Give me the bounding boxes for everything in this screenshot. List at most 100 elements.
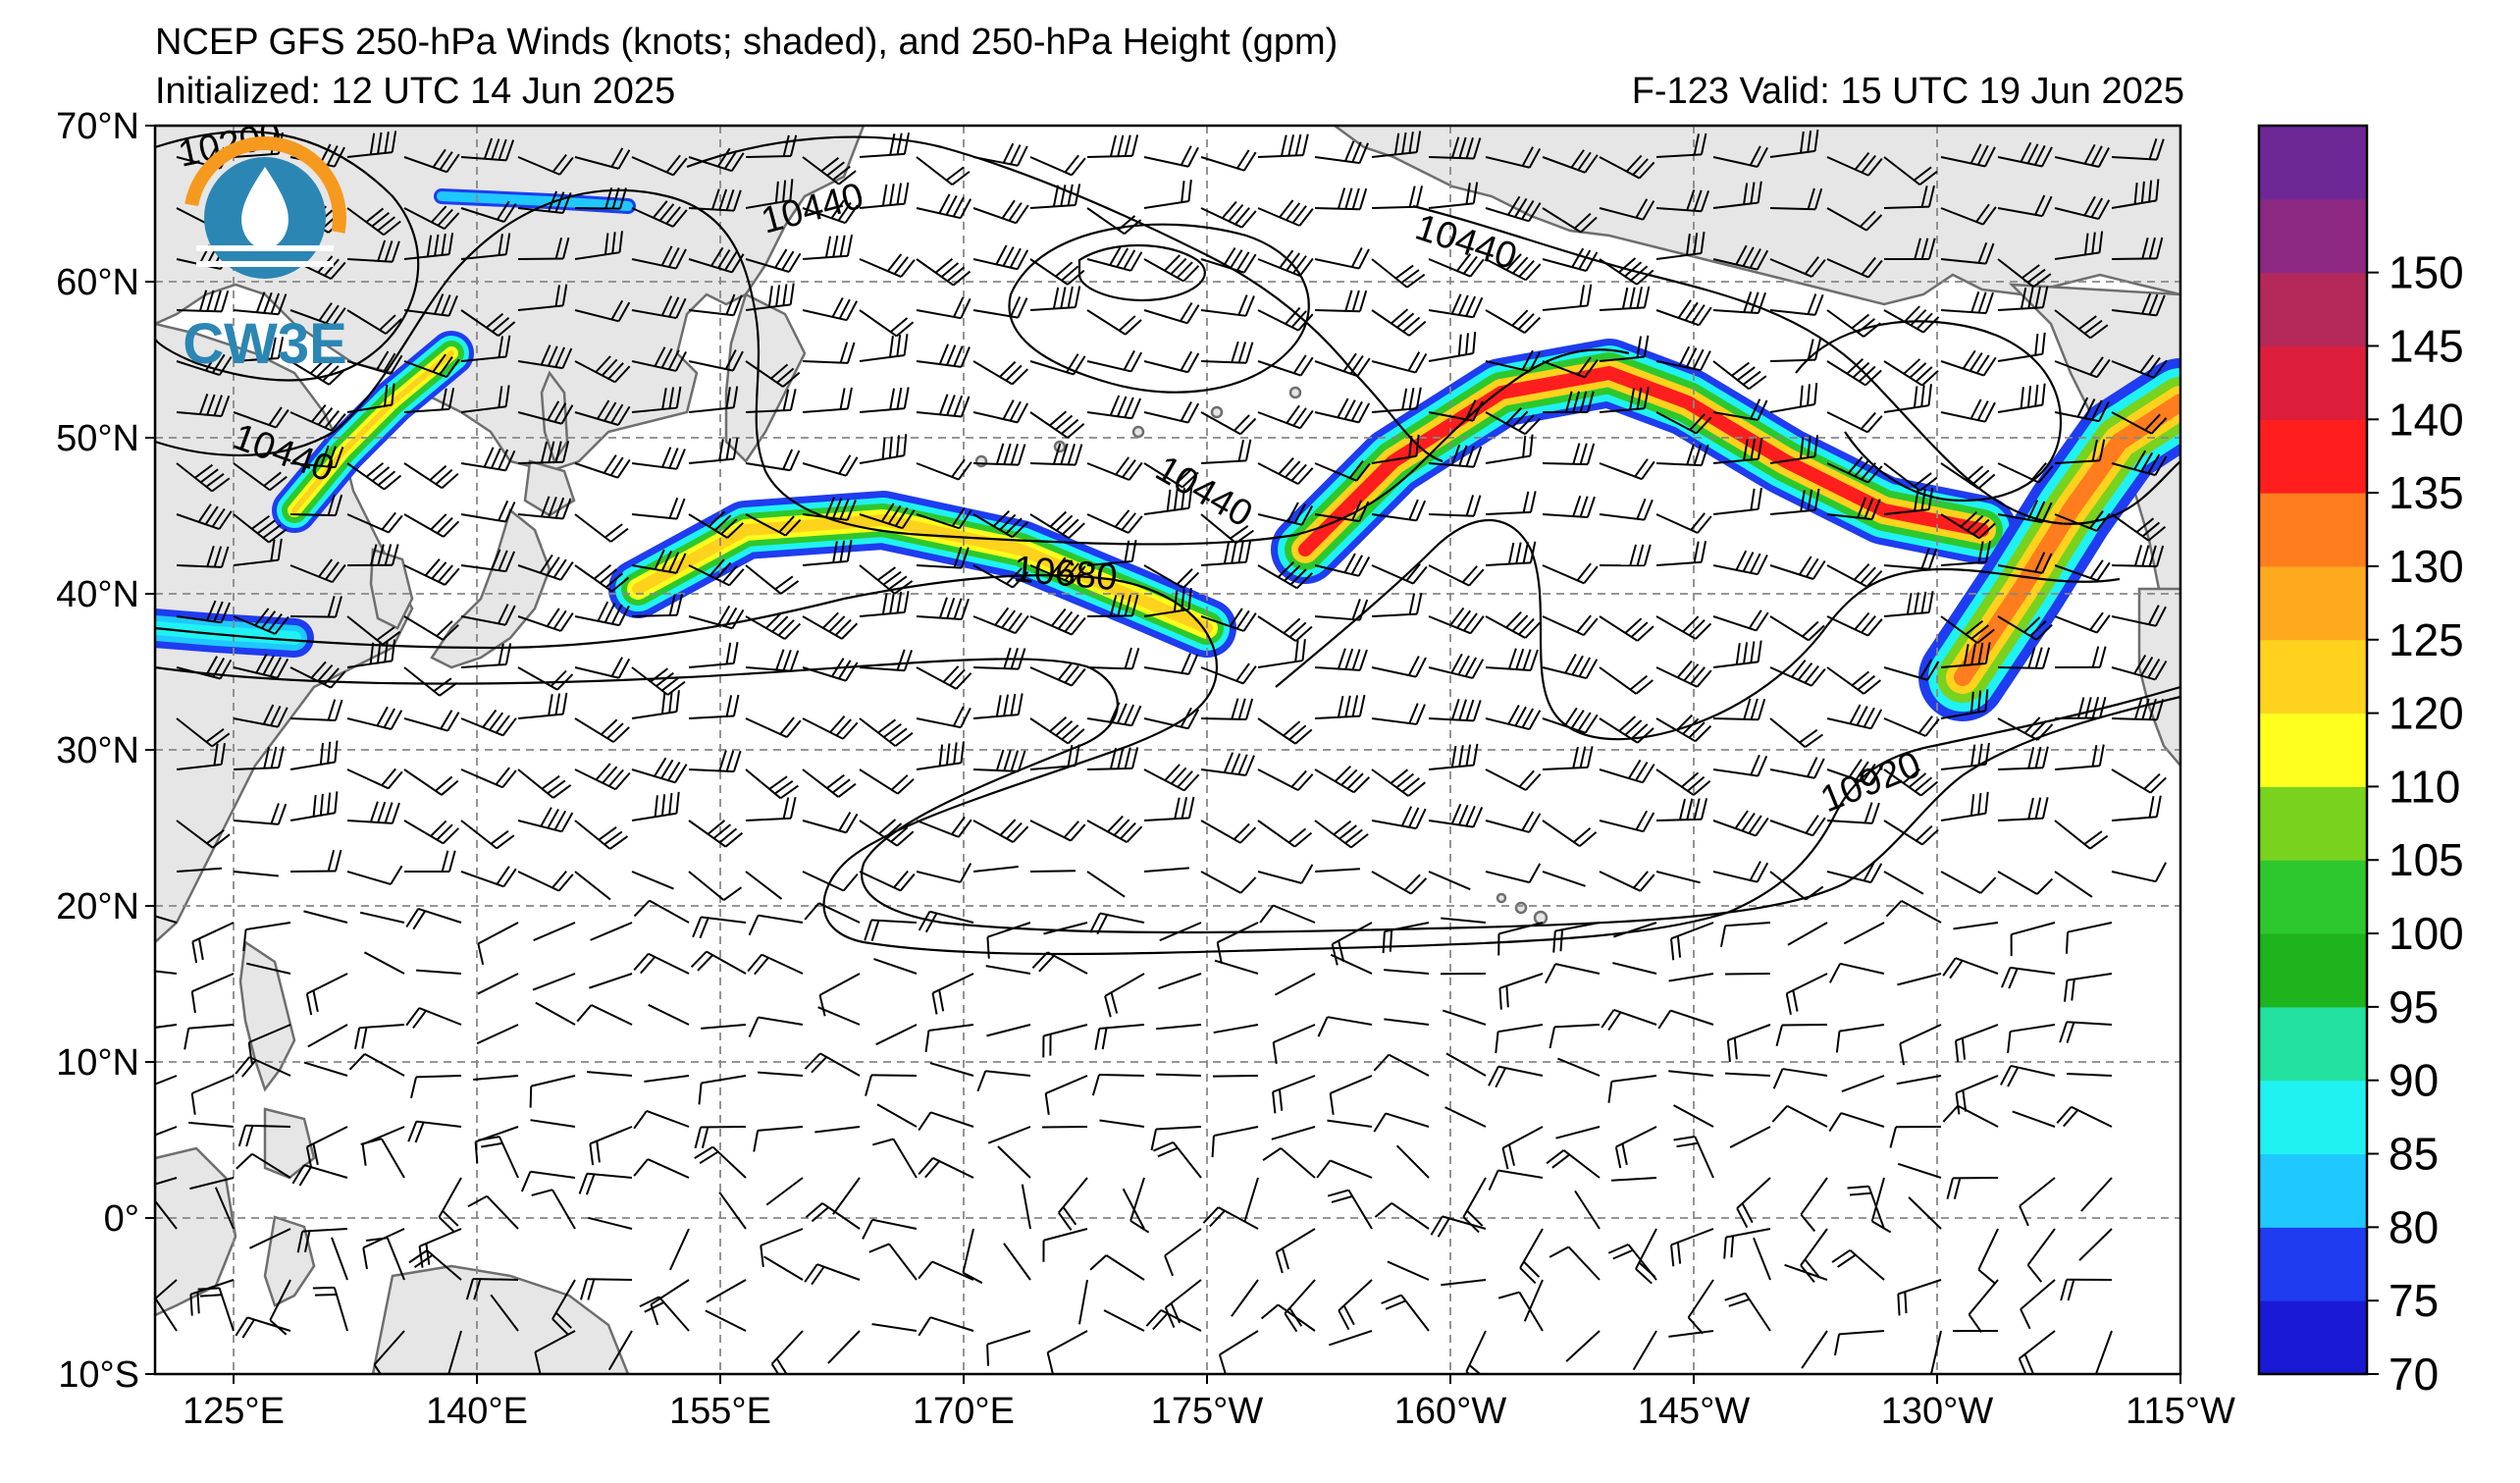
wind-barb [578,1172,633,1195]
wind-barb [1607,1075,1657,1103]
wind-barb [2054,397,2110,423]
wind-barb [1428,495,1482,517]
wind-barb [460,500,516,523]
wind-barb [346,768,403,790]
wind-barb [1428,653,1485,679]
wind-barb [574,717,630,743]
wind-barb [245,962,291,975]
wind-barb [1883,548,1938,570]
wind-barb [692,916,747,939]
wind-barb [405,908,462,930]
wind-barb [1883,185,1935,209]
wind-barb [688,386,739,413]
wind-barb [1826,666,1881,695]
wind-barb [1769,757,1825,779]
wind-barb [1428,871,1471,891]
wind-barb [876,1103,918,1128]
colorbar-band [2259,860,2367,934]
wind-barb [2111,137,2165,161]
wind-barb [859,503,916,530]
wind-barb [1883,462,1938,492]
wind-barb [1257,199,1314,227]
lon-tick-label: 115°W [2126,1391,2235,1432]
wind-barb [1542,149,1599,174]
wind-barb [1712,861,1769,883]
wind-barb [985,965,1031,975]
wind-barb [1883,820,1939,846]
wind-barb [859,819,915,847]
wind-barb [1883,305,1940,334]
wind-barb [631,549,687,574]
wind-barb [2063,973,2113,1002]
wind-barb [859,564,914,595]
wind-barb [918,1156,974,1179]
wind-barb [688,510,744,539]
wind-barb [1787,922,1828,946]
wind-barb [176,600,232,624]
wind-barb [1655,871,1701,884]
jet-shade-band [632,514,1213,634]
wind-barb [1712,398,1768,421]
wind-barb [1271,1126,1316,1140]
colorbar-label: 85 [2389,1129,2439,1180]
wind-barb [859,387,910,413]
wind-barb [976,1070,1031,1092]
wind-barb [1164,1228,1202,1277]
wind-barb [1800,1177,1828,1233]
wind-barb [1565,1330,1601,1362]
wind-barb [535,1001,576,1026]
wind-barb [1314,187,1368,211]
wind-barb [1632,1330,1657,1371]
wind-barb [1086,747,1139,770]
colorbar-band [2259,639,2367,715]
lat-tick-label: 20°N [56,886,139,927]
wind-barb [1712,291,1766,315]
wind-barb [688,437,739,464]
wind-barb [1940,742,1990,770]
wind-barbs [155,129,2168,1374]
wind-barb [1231,1279,1259,1317]
wind-barb [688,558,745,587]
wind-barb [1599,458,1655,481]
wind-barb [924,1024,974,1052]
wind-barb [1769,871,1824,901]
wind-barb [1726,1024,1771,1062]
wind-barb [639,1296,690,1332]
wind-barb [289,699,343,721]
wind-barb [517,154,574,176]
wind-barb [574,299,631,323]
wind-barb [1769,815,1826,837]
wind-barb [986,922,1031,959]
wind-barb [403,820,460,845]
wind-barb [631,871,674,890]
wind-barb [1212,1075,1259,1078]
wind-barb [346,309,402,335]
wind-barb [460,549,516,573]
wind-barb [403,293,458,317]
wind-barb [176,546,230,568]
logo-text: CW3E [183,312,347,376]
wind-barb [1599,387,1650,413]
wind-barb [1485,648,1539,671]
wind-barb [1046,1330,1088,1374]
colorbar-label: 130 [2389,541,2464,592]
wind-barb [804,902,861,924]
wind-barb [607,1330,633,1371]
wind-barb [1883,591,1934,617]
wind-barb [574,355,631,384]
colorbar-band [2259,933,2367,1008]
land-hawaii-3 [1533,910,1549,926]
contour-low-ring [1077,243,1206,302]
lat-tick-label: 10°N [56,1042,139,1084]
wind-barb [1257,717,1313,745]
wind-barb [365,1237,405,1281]
wind-barb [929,1062,974,1077]
wind-barb [1086,207,1142,236]
wind-barb [1613,922,1657,938]
wind-barb [1327,1119,1373,1128]
wind-barb [1908,1196,1942,1230]
wind-barb [233,337,285,362]
wind-barb [305,1126,348,1169]
colorbar-band [2259,126,2367,200]
wind-barb [517,284,568,311]
